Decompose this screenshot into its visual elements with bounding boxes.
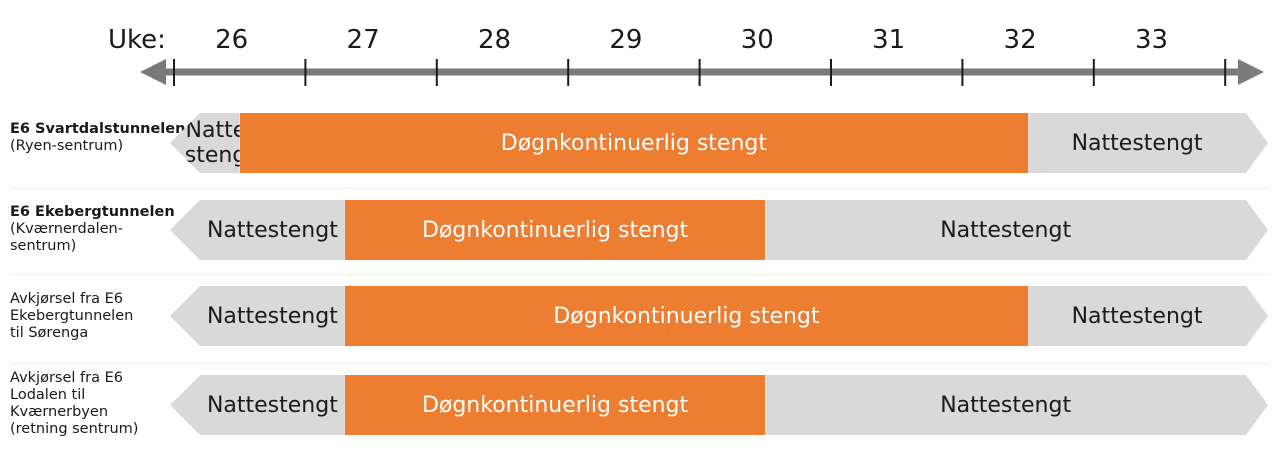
row-divider bbox=[10, 274, 1270, 275]
segment-label: Nattestengt bbox=[1071, 303, 1203, 329]
segment-label: Nattestengt bbox=[940, 217, 1072, 243]
week-label-26: 26 bbox=[215, 25, 249, 55]
row-label: Avkjørsel fra E6 Ekebergtunnelen til Sør… bbox=[10, 291, 133, 342]
segment-label: Nattestengt bbox=[206, 217, 338, 243]
segment-label: Natte- stengt bbox=[184, 118, 255, 168]
segment-closed-night: Nattestengt bbox=[765, 200, 1268, 260]
row-divider bbox=[10, 188, 1270, 189]
segment-label: Nattestengt bbox=[206, 303, 338, 329]
segment-closed-day-and-night: Døgnkontinuerlig stengt bbox=[344, 375, 766, 435]
week-label-33: 33 bbox=[1134, 25, 1169, 55]
segment-closed-night: Nattestengt bbox=[765, 375, 1268, 435]
row-label-detail: Avkjørsel fra E6 Lodalen til Kværnerbyen… bbox=[10, 370, 139, 437]
row-label-title: E6 Ekebergtunnelen bbox=[10, 204, 175, 220]
segment-label: Nattestengt bbox=[1071, 130, 1203, 156]
row-label: E6 Svartdalstunnelen (Ryen-sentrum) bbox=[10, 121, 185, 155]
row-label: E6 Ekebergtunnelen (Kværnerdalen- sentrum… bbox=[10, 204, 175, 255]
segment-closed-night: Nattestengt bbox=[170, 200, 345, 260]
segment-closed-day-and-night: Døgnkontinuerlig stengt bbox=[344, 200, 766, 260]
week-label-29: 29 bbox=[609, 25, 643, 55]
segment-label: Døgnkontinuerlig stengt bbox=[421, 217, 689, 243]
segment-label: Nattestengt bbox=[940, 392, 1072, 418]
segment-closed-night: Nattestengt bbox=[170, 375, 345, 435]
segment-closed-day-and-night: Døgnkontinuerlig stengt bbox=[239, 113, 1029, 173]
week-axis-prefix: Uke: bbox=[108, 25, 166, 55]
segment-label: Døgnkontinuerlig stengt bbox=[421, 392, 689, 418]
row-divider bbox=[10, 363, 1270, 364]
segment-closed-night: Nattestengt bbox=[1028, 113, 1268, 173]
row-label-detail: (Kværnerdalen- sentrum) bbox=[10, 221, 123, 254]
row-label: Avkjørsel fra E6 Lodalen til Kværnerbyen… bbox=[10, 370, 138, 438]
row-label-detail: (Ryen-sentrum) bbox=[10, 138, 124, 154]
timeline-axis bbox=[140, 59, 1264, 86]
timeline-arrow-left-icon bbox=[140, 59, 166, 85]
week-label-28: 28 bbox=[477, 25, 512, 55]
week-label-30: 30 bbox=[740, 25, 774, 55]
row-label-title: E6 Svartdalstunnelen bbox=[10, 121, 186, 137]
segment-label: Døgnkontinuerlig stengt bbox=[553, 303, 820, 329]
row-label-detail: Avkjørsel fra E6 Ekebergtunnelen til Sør… bbox=[10, 291, 134, 341]
week-label-32: 32 bbox=[1003, 25, 1037, 55]
week-label-31: 31 bbox=[872, 25, 906, 55]
segment-label: Døgnkontinuerlig stengt bbox=[500, 130, 767, 156]
segment-closed-night: Nattestengt bbox=[170, 286, 345, 346]
segment-closed-day-and-night: Døgnkontinuerlig stengt bbox=[344, 286, 1029, 346]
timeline-arrow-right-icon bbox=[1238, 59, 1264, 85]
week-label-27: 27 bbox=[346, 25, 380, 55]
segment-label: Nattestengt bbox=[206, 392, 338, 418]
segment-closed-night: Nattestengt bbox=[1028, 286, 1268, 346]
